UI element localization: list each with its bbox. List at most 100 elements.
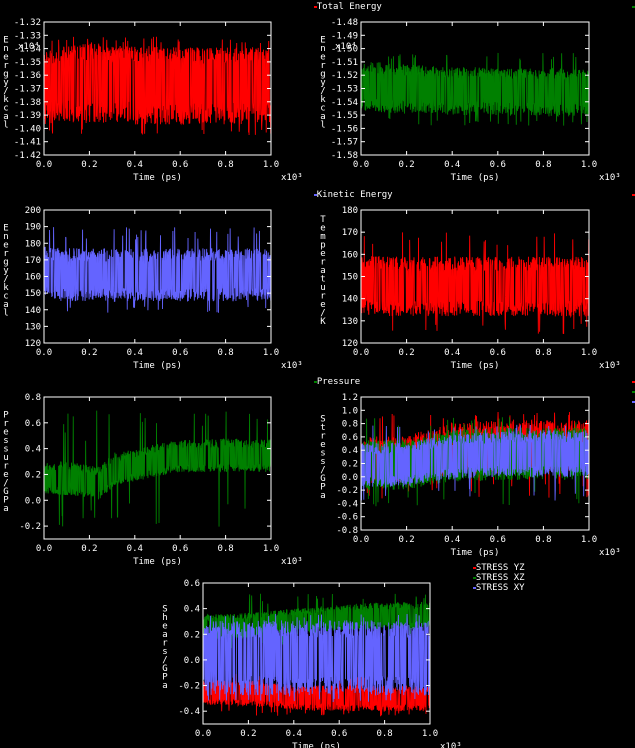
x-tick-label: 0.8 xyxy=(217,348,233,358)
y-tick-label: 0.4 xyxy=(342,446,358,456)
x-tick-label: 0.6 xyxy=(172,160,188,170)
legend-entry: Total Energy xyxy=(314,2,382,12)
y-tick-label: 140 xyxy=(342,295,358,305)
y-tick-label: -1.51 xyxy=(331,58,358,68)
y-tick-label: -1.53 xyxy=(331,85,358,95)
y-exponent-label: x10⁴ xyxy=(335,42,357,52)
x-tick-label: 0.6 xyxy=(490,348,506,358)
legend-swatch xyxy=(473,577,476,579)
x-exponent-label: x10³ xyxy=(281,173,303,183)
x-tick-label: 0.8 xyxy=(535,535,551,545)
y-tick-label: 180 xyxy=(25,239,41,249)
y-tick-label: -1.42 xyxy=(14,151,41,161)
y-tick-label: 0.8 xyxy=(25,393,41,403)
x-tick-label: 0.8 xyxy=(217,544,233,554)
x-tick-label: 0.0 xyxy=(36,348,52,358)
x-tick-label: 0.2 xyxy=(398,535,414,545)
y-tick-label: 1.0 xyxy=(342,406,358,416)
series-line-potential-energy xyxy=(361,52,589,126)
y-tick-label: 0.8 xyxy=(342,420,358,430)
y-tick-label: -1.37 xyxy=(14,85,41,95)
series-line-pressure xyxy=(44,410,271,527)
x-tick-label: 0.4 xyxy=(127,348,143,358)
y-tick-label: -1.33 xyxy=(14,31,41,41)
legend-swatch xyxy=(632,391,635,393)
y-tick-label: -1.56 xyxy=(331,124,358,134)
legend-label: Pressure xyxy=(317,377,360,387)
y-tick-label: 200 xyxy=(25,206,41,216)
y-tick-label: -1.54 xyxy=(331,98,358,108)
x-tick-label: 0.2 xyxy=(240,729,256,739)
legend-entry: STRESS XZ xyxy=(473,573,525,583)
y-tick-label: 0.6 xyxy=(25,419,41,429)
y-tick-label: -1.39 xyxy=(14,111,41,121)
x-tick-label: 0.6 xyxy=(172,348,188,358)
x-tick-label: 1.0 xyxy=(581,535,597,545)
x-axis-label: Time (ps) xyxy=(451,548,500,558)
x-exponent-label: x10³ xyxy=(281,361,303,371)
x-tick-label: 0.0 xyxy=(36,544,52,554)
x-tick-label: 0.0 xyxy=(36,160,52,170)
y-tick-label: -1.55 xyxy=(331,111,358,121)
x-axis-label: Time (ps) xyxy=(292,742,341,748)
y-tick-label: 130 xyxy=(25,322,41,332)
legend-label: Kinetic Energy xyxy=(317,190,393,200)
plot-frame xyxy=(43,396,272,540)
y-tick-label: -0.2 xyxy=(336,486,358,496)
plot-area xyxy=(44,36,271,136)
x-axis-label: Time (ps) xyxy=(451,361,500,371)
x-exponent-label: x10³ xyxy=(281,557,303,567)
chart-stress-diagonal: 0.0 0.2 0.4 0.6 0.8 1.0 -0.8 -0.6 -0.4 -0.2 0.0 0.2… xyxy=(320,377,635,558)
y-tick-label: 120 xyxy=(342,339,358,349)
y-tick-label: -0.8 xyxy=(336,526,358,536)
x-tick-label: 0.6 xyxy=(490,160,506,170)
y-tick-label: -1.36 xyxy=(14,71,41,81)
y-tick-label: -1.50 xyxy=(331,45,358,55)
x-tick-label: 0.2 xyxy=(81,160,97,170)
plot-area xyxy=(361,52,589,126)
x-tick-label: 0.4 xyxy=(127,544,143,554)
y-tick-label: -1.34 xyxy=(14,45,41,55)
y-tick-label: -1.32 xyxy=(14,18,41,28)
x-tick-label: 0.6 xyxy=(172,544,188,554)
y-tick-label: -1.41 xyxy=(14,138,41,148)
series-line-temperature xyxy=(361,232,589,334)
legend-swatch xyxy=(632,6,635,8)
legend-swatch xyxy=(473,587,476,589)
y-tick-label: 0.2 xyxy=(184,630,200,640)
legend-swatch xyxy=(314,6,317,8)
series-line-stress-zz xyxy=(361,424,589,501)
y-tick-label: 140 xyxy=(25,306,41,316)
y-tick-label: 150 xyxy=(25,289,41,299)
y-tick-label: 0.2 xyxy=(342,460,358,470)
x-tick-label: 0.2 xyxy=(398,348,414,358)
y-tick-label: 1.2 xyxy=(342,393,358,403)
y-tick-label: 190 xyxy=(25,223,41,233)
x-tick-label: 0.6 xyxy=(331,729,347,739)
legend-swatch xyxy=(314,381,317,383)
y-tick-label: 120 xyxy=(25,339,41,349)
legend-swatch xyxy=(632,381,635,383)
y-tick-label: 160 xyxy=(342,250,358,260)
y-tick-label: -0.2 xyxy=(178,682,200,692)
x-tick-label: 0.0 xyxy=(353,160,369,170)
y-tick-label: -1.40 xyxy=(14,124,41,134)
x-axis-label: Time (ps) xyxy=(133,173,182,183)
y-tick-label: 0.6 xyxy=(342,433,358,443)
legend-swatch xyxy=(473,567,476,569)
x-exponent-label: x10³ xyxy=(599,173,621,183)
x-axis-label: Time (ps) xyxy=(451,173,500,183)
legend-swatch xyxy=(632,401,635,403)
y-tick-label: -0.4 xyxy=(178,707,200,717)
x-tick-label: 1.0 xyxy=(263,348,279,358)
x-tick-label: 1.0 xyxy=(581,348,597,358)
x-tick-label: 0.2 xyxy=(81,544,97,554)
y-tick-label: -1.52 xyxy=(331,71,358,81)
legend-entry: Kinetic Energy xyxy=(314,190,393,200)
y-tick-label: -0.2 xyxy=(19,522,41,532)
